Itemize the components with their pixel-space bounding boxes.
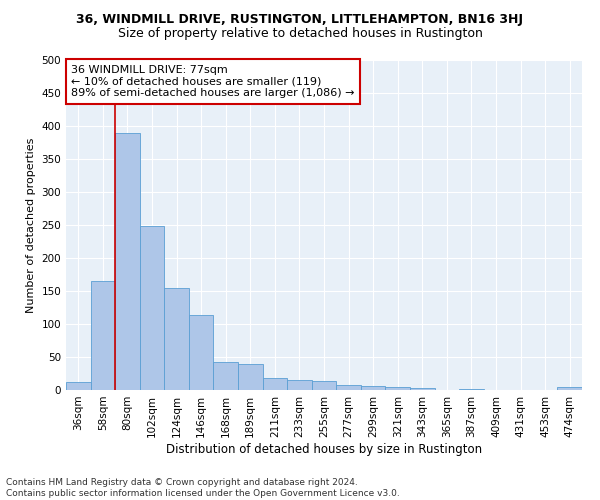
Y-axis label: Number of detached properties: Number of detached properties	[26, 138, 36, 312]
Text: 36, WINDMILL DRIVE, RUSTINGTON, LITTLEHAMPTON, BN16 3HJ: 36, WINDMILL DRIVE, RUSTINGTON, LITTLEHA…	[77, 12, 523, 26]
Bar	[140, 226, 164, 390]
Bar	[557, 388, 582, 390]
Text: 36 WINDMILL DRIVE: 77sqm
← 10% of detached houses are smaller (119)
89% of semi-: 36 WINDMILL DRIVE: 77sqm ← 10% of detach…	[71, 65, 355, 98]
Bar	[66, 382, 91, 390]
Bar	[189, 316, 214, 390]
Bar	[164, 288, 189, 390]
Bar	[410, 388, 434, 390]
Bar	[238, 364, 263, 390]
Bar	[287, 380, 312, 390]
Bar	[361, 386, 385, 390]
Bar	[336, 384, 361, 390]
Text: Contains HM Land Registry data © Crown copyright and database right 2024.
Contai: Contains HM Land Registry data © Crown c…	[6, 478, 400, 498]
Bar	[115, 132, 140, 390]
Bar	[214, 362, 238, 390]
Bar	[263, 378, 287, 390]
Bar	[91, 281, 115, 390]
X-axis label: Distribution of detached houses by size in Rustington: Distribution of detached houses by size …	[166, 442, 482, 456]
Bar	[312, 382, 336, 390]
Bar	[459, 388, 484, 390]
Text: Size of property relative to detached houses in Rustington: Size of property relative to detached ho…	[118, 28, 482, 40]
Bar	[385, 388, 410, 390]
